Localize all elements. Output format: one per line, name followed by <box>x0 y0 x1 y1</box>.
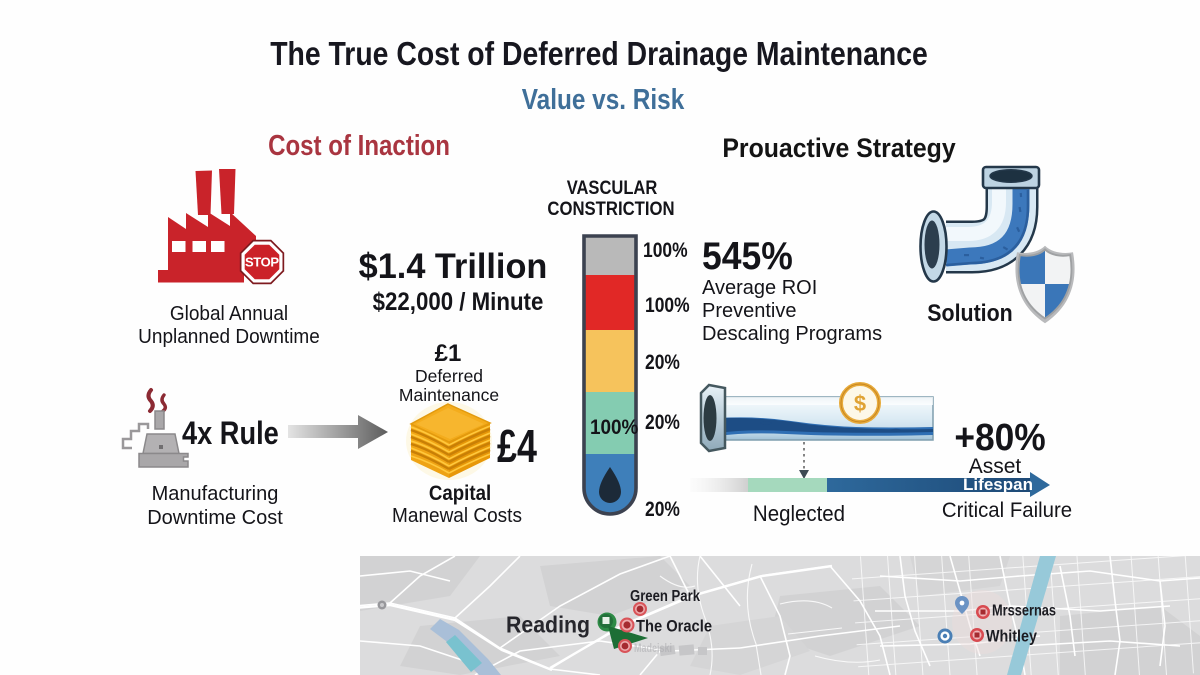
svg-text:Madejski: Madejski <box>634 643 672 655</box>
svg-text:Green Park: Green Park <box>630 588 700 605</box>
svg-text:$: $ <box>854 391 866 416</box>
svg-text:Whitley: Whitley <box>986 627 1037 646</box>
svg-text:Mrssernas: Mrssernas <box>992 603 1056 620</box>
svg-text:Reading: Reading <box>506 612 590 638</box>
svg-text:STOP: STOP <box>245 255 279 270</box>
svg-text:The Oracle: The Oracle <box>636 618 712 636</box>
